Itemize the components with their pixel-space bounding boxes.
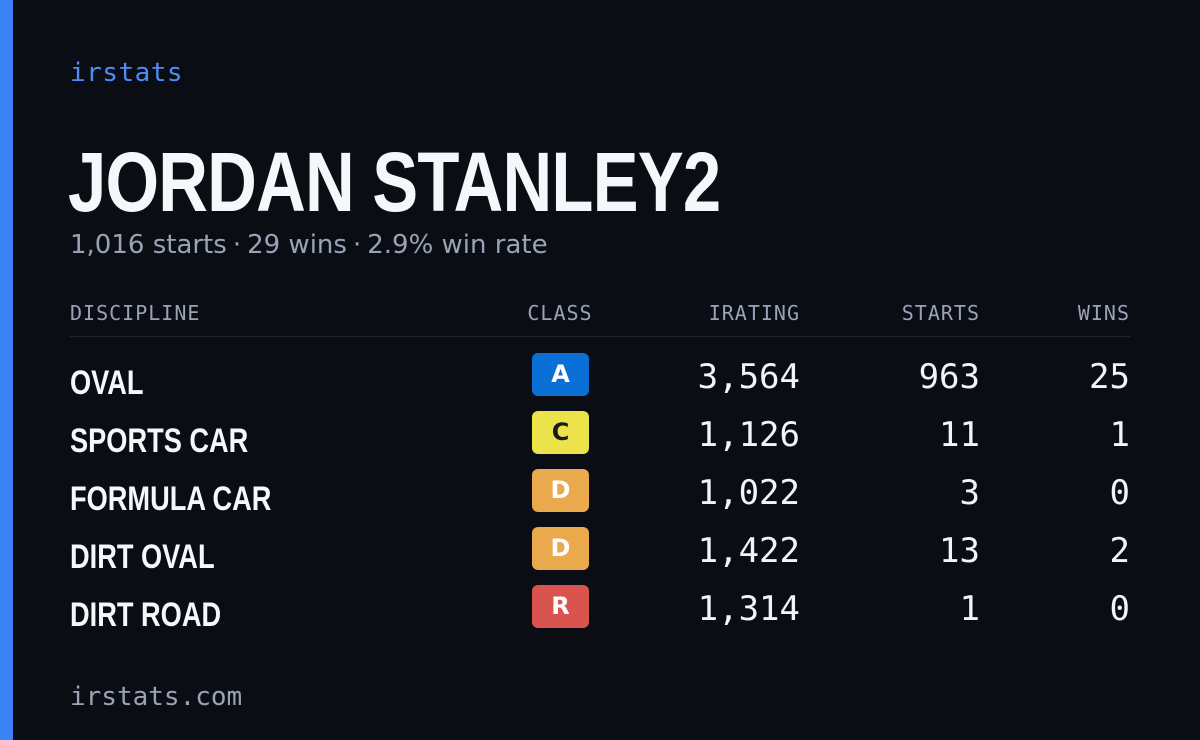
class-cell: D (532, 527, 589, 570)
footer-url: irstats.com (70, 682, 243, 712)
table-row: FORMULA CAR D 1,022 3 0 (70, 469, 1130, 527)
class-badge: R (532, 585, 589, 628)
accent-bar (0, 0, 13, 740)
starts-value: 13 (939, 531, 980, 571)
discipline-name: OVAL (70, 364, 144, 402)
discipline-name: FORMULA CAR (70, 480, 272, 518)
class-badge: A (532, 353, 589, 396)
separator: · (232, 230, 242, 260)
wins-value: 25 (1089, 357, 1130, 397)
discipline-name: SPORTS CAR (70, 422, 249, 460)
column-header-irating: IRATING (708, 301, 800, 325)
irating-value: 1,126 (697, 415, 800, 455)
class-cell: A (532, 353, 589, 396)
wins-value: 1 (1109, 415, 1130, 455)
class-badge: D (532, 527, 589, 570)
class-badge: C (532, 411, 589, 454)
class-cell: C (532, 411, 589, 454)
table-row: DIRT OVAL D 1,422 13 2 (70, 527, 1130, 585)
class-cell: D (532, 469, 589, 512)
wins-value: 0 (1109, 589, 1130, 629)
wins-value: 2 (1109, 531, 1130, 571)
column-header-discipline: DISCIPLINE (70, 301, 201, 325)
table-row: OVAL A 3,564 963 25 (70, 353, 1130, 411)
table-body: OVAL A 3,564 963 25 SPORTS CAR C 1,126 1… (70, 353, 1130, 643)
total-starts: 1,016 starts (70, 230, 227, 260)
table-header: DISCIPLINE CLASS IRATING STARTS WINS (70, 298, 1130, 337)
wins-value: 0 (1109, 473, 1130, 513)
irating-value: 3,564 (697, 357, 800, 397)
starts-value: 1 (959, 589, 980, 629)
discipline-name: DIRT OVAL (70, 538, 215, 576)
discipline-name: DIRT ROAD (70, 596, 222, 634)
driver-summary: 1,016 starts · 29 wins · 2.9% win rate (70, 228, 548, 262)
win-rate: 2.9% win rate (367, 230, 548, 260)
table-row: DIRT ROAD R 1,314 1 0 (70, 585, 1130, 643)
column-header-starts: STARTS (901, 301, 980, 325)
discipline-table: DISCIPLINE CLASS IRATING STARTS WINS OVA… (70, 298, 1130, 643)
column-header-class: CLASS (527, 301, 593, 325)
irating-value: 1,314 (697, 589, 800, 629)
starts-value: 11 (939, 415, 980, 455)
starts-value: 963 (918, 357, 980, 397)
table-row: SPORTS CAR C 1,126 11 1 (70, 411, 1130, 469)
class-cell: R (532, 585, 589, 628)
driver-name: JORDAN STANLEY2 (68, 135, 721, 229)
irating-value: 1,422 (697, 531, 800, 571)
irating-value: 1,022 (697, 473, 800, 513)
starts-value: 3 (959, 473, 980, 513)
class-badge: D (532, 469, 589, 512)
brand-logo: irstats (70, 58, 184, 88)
total-wins: 29 wins (247, 230, 347, 260)
column-header-wins: WINS (1077, 301, 1130, 325)
separator: · (352, 230, 362, 260)
